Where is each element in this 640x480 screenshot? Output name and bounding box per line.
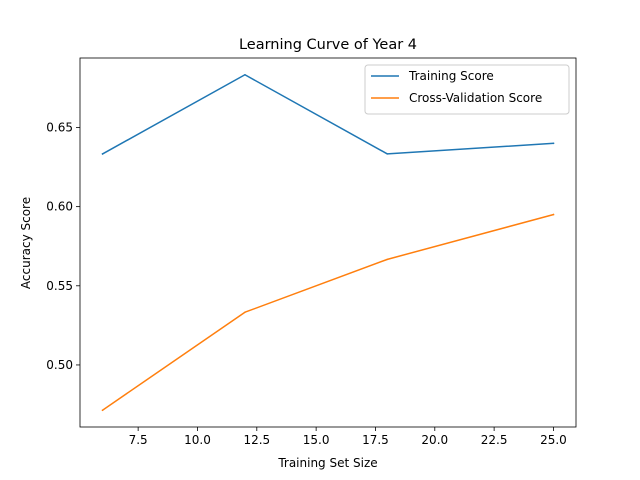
x-tick-label: 7.5 — [129, 433, 148, 447]
y-axis: 0.50 0.55 0.60 0.65 — [46, 120, 80, 372]
data-point — [244, 311, 246, 313]
data-point — [101, 409, 104, 411]
x-axis-label: Training Set Size — [277, 456, 377, 470]
series-line-cross-validation — [101, 213, 555, 412]
x-tick-label: 25.0 — [540, 433, 567, 447]
data-point — [101, 153, 104, 155]
y-tick-label: 0.65 — [46, 120, 73, 134]
data-point — [552, 142, 555, 145]
x-tick-label: 10.0 — [184, 433, 211, 447]
legend-label-cross-validation: Cross-Validation Score — [409, 91, 542, 105]
series-line-training — [101, 74, 555, 155]
y-axis-label: Accuracy Score — [19, 197, 33, 289]
x-tick-label: 17.5 — [362, 433, 389, 447]
legend-box — [364, 64, 570, 115]
legend-label-training: Training Score — [408, 69, 494, 83]
data-point — [244, 74, 246, 76]
y-tick-label: 0.55 — [46, 279, 73, 293]
x-tick-label: 22.5 — [481, 433, 508, 447]
axes-frame — [79, 57, 577, 428]
x-tick-label: 20.0 — [421, 433, 448, 447]
data-point — [386, 153, 389, 155]
y-tick-label: 0.50 — [46, 358, 73, 372]
data-point — [552, 213, 555, 216]
plot-area — [79, 57, 577, 428]
x-tick-label: 15.0 — [303, 433, 330, 447]
series-layer — [101, 74, 555, 412]
x-tick-label: 12.5 — [243, 433, 270, 447]
x-axis: 7.5 10.0 12.5 15.0 17.5 20.0 22.5 25.0 — [129, 427, 567, 447]
y-tick-label: 0.60 — [46, 200, 73, 214]
legend: Training Score Cross-Validation Score — [364, 64, 570, 115]
data-point — [386, 258, 389, 261]
chart-title: Learning Curve of Year 4 — [239, 37, 417, 53]
